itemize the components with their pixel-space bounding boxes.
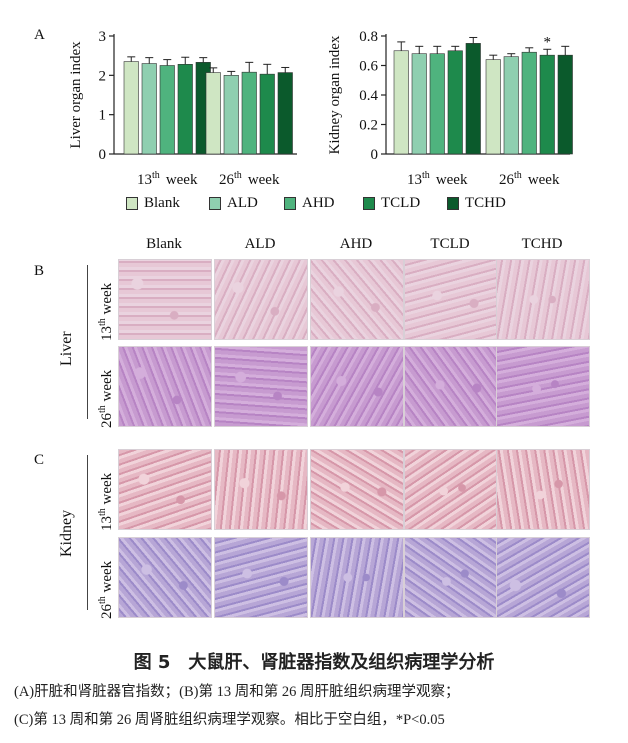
bar-blank bbox=[485, 59, 501, 155]
micrograph-kidney-tcld bbox=[404, 449, 498, 530]
bar-tchd bbox=[277, 72, 293, 155]
micrograph-kidney-ahd bbox=[310, 537, 404, 618]
organ-label: Liver bbox=[58, 331, 75, 366]
y-tick-label: 3 bbox=[99, 29, 107, 45]
micrograph-kidney-tchd bbox=[496, 537, 590, 618]
legend-label: Blank bbox=[144, 195, 180, 211]
column-header: AHD bbox=[339, 236, 373, 252]
bracket-line bbox=[87, 265, 88, 419]
legend-item-blank: Blank bbox=[126, 195, 180, 212]
bar-ald bbox=[503, 56, 519, 155]
chart-2: 0 0.2 0.4 0.6 0.8 Kidney organ index 13th week 2… bbox=[327, 29, 573, 188]
bar-ahd bbox=[241, 71, 257, 155]
legend-item-tcld: TCLD bbox=[363, 195, 420, 212]
legend-label: TCHD bbox=[465, 195, 506, 211]
bar-tchd bbox=[557, 54, 573, 155]
row-label: 13th week bbox=[97, 472, 115, 531]
micrograph-liver-blank bbox=[118, 259, 212, 340]
legend-item-tchd: TCHD bbox=[447, 195, 506, 212]
micrograph-liver-tchd bbox=[496, 346, 590, 427]
y-tick-label: 0.2 bbox=[359, 118, 378, 134]
chart-1: 0 1 2 3 Liver organ index 13th week 26th week bbox=[68, 29, 297, 188]
significance-marker: * bbox=[544, 34, 552, 50]
micrograph-liver-ald bbox=[214, 346, 308, 427]
bar-ahd bbox=[159, 65, 175, 155]
caption-line-1: (A)肝脏和肾脏器官指数；(B)第 13 周和第 26 周肝脏组织病理学观察； bbox=[14, 684, 460, 700]
bar-blank bbox=[123, 61, 139, 155]
legend: Blank ALD AHD TCLD TCHD bbox=[126, 195, 546, 215]
bar-tchd bbox=[465, 43, 481, 155]
legend-item-ald: ALD bbox=[209, 195, 258, 212]
bar-blank bbox=[205, 72, 221, 155]
micrograph-liver-tchd bbox=[496, 259, 590, 340]
micrograph-liver-ald bbox=[214, 259, 308, 340]
legend-swatch bbox=[363, 197, 375, 210]
legend-label: ALD bbox=[227, 195, 258, 211]
panel-label-b: B bbox=[34, 263, 45, 279]
bar-ahd bbox=[521, 51, 537, 155]
row-label: 26th week bbox=[97, 369, 115, 428]
bracket-line bbox=[87, 455, 88, 610]
organ-label: Kidney bbox=[58, 509, 75, 557]
column-header: ALD bbox=[244, 236, 276, 252]
legend-swatch bbox=[284, 197, 296, 210]
micrograph-kidney-tchd bbox=[496, 449, 590, 530]
legend-swatch bbox=[447, 197, 459, 210]
legend-item-ahd: AHD bbox=[284, 195, 335, 212]
bar-ald bbox=[141, 63, 157, 155]
micrograph-kidney-tcld bbox=[404, 537, 498, 618]
y-axis-label: Liver organ index bbox=[68, 41, 84, 149]
column-header: TCHD bbox=[521, 236, 563, 252]
legend-label: TCLD bbox=[381, 195, 421, 211]
bar-tcld bbox=[259, 73, 275, 155]
y-tick-label: 1 bbox=[99, 108, 107, 124]
legend-swatch bbox=[209, 197, 221, 210]
legend-swatch bbox=[126, 197, 138, 210]
micrograph-liver-ahd bbox=[310, 259, 404, 340]
y-tick-label: 0 bbox=[99, 147, 107, 163]
micrograph-liver-tcld bbox=[404, 346, 498, 427]
bar-chart-liver-index: 0 1 2 3 Liver organ index 13th week 26th week 0 0.… bbox=[68, 29, 573, 188]
micrograph-kidney-ald bbox=[214, 537, 308, 618]
column-header: TCLD bbox=[430, 236, 470, 252]
x-tick-label: 26th week bbox=[499, 170, 560, 188]
legend-label: AHD bbox=[302, 195, 335, 211]
y-tick-label: 0.4 bbox=[359, 88, 378, 104]
micrograph-kidney-blank bbox=[118, 537, 212, 618]
y-tick-label: 2 bbox=[99, 68, 107, 84]
panel-label-c: C bbox=[34, 452, 45, 468]
micrograph-kidney-ald bbox=[214, 449, 308, 530]
x-tick-label: 13th week bbox=[137, 170, 198, 188]
figure-title: 图 5 大鼠肝、肾脏器指数及组织病理学分析 bbox=[133, 652, 495, 673]
caption-line-2: (C)第 13 周和第 26 周肾脏组织病理学观察。相比于空白组，*P<0.05 bbox=[14, 712, 445, 728]
micrograph-liver-blank bbox=[118, 346, 212, 427]
y-tick-label: 0 bbox=[371, 147, 379, 163]
bar-ahd bbox=[429, 53, 445, 155]
column-header: Blank bbox=[146, 236, 182, 252]
bar-ald bbox=[411, 53, 427, 155]
micrograph-liver-tcld bbox=[404, 259, 498, 340]
bar-blank bbox=[393, 50, 409, 155]
bar-tcld bbox=[447, 50, 463, 155]
micrograph-kidney-blank bbox=[118, 449, 212, 530]
x-tick-label: 26th week bbox=[219, 170, 280, 188]
row-label: 26th week bbox=[97, 560, 115, 619]
bar-tcld bbox=[539, 54, 555, 155]
y-tick-label: 0.8 bbox=[359, 29, 378, 45]
y-axis-label: Kidney organ index bbox=[327, 35, 343, 154]
x-tick-label: 13th week bbox=[407, 170, 468, 188]
micrograph-kidney-ahd bbox=[310, 449, 404, 530]
y-tick-label: 0.6 bbox=[359, 59, 378, 75]
panel-label-a: A bbox=[34, 27, 45, 43]
micrograph-liver-ahd bbox=[310, 346, 404, 427]
row-label: 13th week bbox=[97, 282, 115, 341]
bar-tcld bbox=[177, 64, 193, 155]
bar-ald bbox=[223, 75, 239, 155]
